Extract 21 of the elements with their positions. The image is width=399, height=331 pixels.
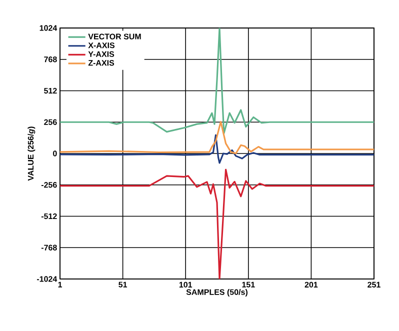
y-tick-label: 512 bbox=[44, 88, 57, 94]
y-axis-title: VALUE (256/g) bbox=[28, 126, 36, 181]
y-tick-label: 768 bbox=[44, 56, 57, 62]
x-tick-label: 151 bbox=[242, 282, 255, 288]
x-tick-label: 101 bbox=[179, 282, 192, 288]
x-tick-label: 251 bbox=[368, 282, 380, 288]
x-axis-title: SAMPLES (50/s) bbox=[186, 289, 248, 297]
y-tick-label: -1024 bbox=[36, 276, 58, 282]
x-tick-label: 51 bbox=[118, 282, 128, 288]
y-tick-label: -512 bbox=[41, 213, 57, 220]
legend-label: X-AXIS bbox=[88, 42, 115, 48]
legend-label: VECTOR SUM bbox=[88, 34, 141, 40]
x-tick-label: 201 bbox=[304, 282, 318, 288]
x-tick-label: 1 bbox=[58, 282, 62, 288]
y-tick-label: -256 bbox=[41, 182, 57, 188]
legend-label: Z-AXIS bbox=[88, 60, 114, 66]
y-tick-label: -768 bbox=[41, 244, 57, 250]
y-tick-label: 0 bbox=[53, 150, 57, 156]
y-tick-label: 1024 bbox=[40, 25, 58, 31]
legend-label: Y-AXIS bbox=[88, 51, 114, 57]
y-tick-label: 256 bbox=[44, 119, 57, 125]
